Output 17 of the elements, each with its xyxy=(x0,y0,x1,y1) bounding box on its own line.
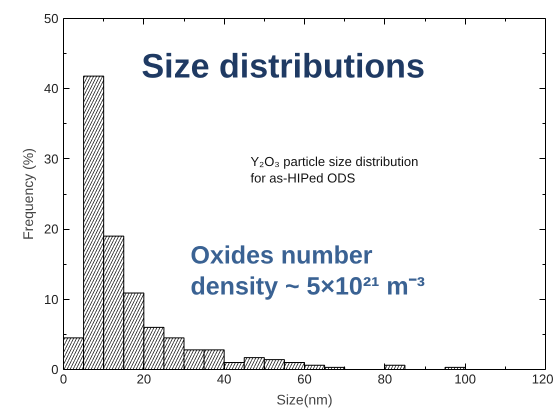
x-tick-label: 100 xyxy=(454,372,476,386)
x-tick-label: 120 xyxy=(532,372,553,386)
x-tick-label: 20 xyxy=(136,372,152,386)
x-tick-label: 60 xyxy=(297,372,312,386)
x-tick-label: 80 xyxy=(378,372,392,386)
text: Size distributions xyxy=(142,48,425,86)
y-tick-label: 50 xyxy=(44,11,59,26)
y-tick-label: 20 xyxy=(44,222,59,237)
x-axis-title: Size(nm) xyxy=(276,392,333,408)
y-axis-title: Frequency (%) xyxy=(20,148,36,240)
x-tick-label: 40 xyxy=(216,372,232,386)
y-tick-label: 40 xyxy=(44,81,59,96)
y-tick-label: 10 xyxy=(44,292,59,307)
y-tick-label: 30 xyxy=(44,151,59,166)
annotation: Y₂O₃ particle size distribution for as-HIPed ODS xyxy=(250,154,418,186)
annotation: Oxides number density ~ 5×10²¹ m⁻³ xyxy=(190,242,425,300)
y-tick-label: 0 xyxy=(51,362,59,377)
